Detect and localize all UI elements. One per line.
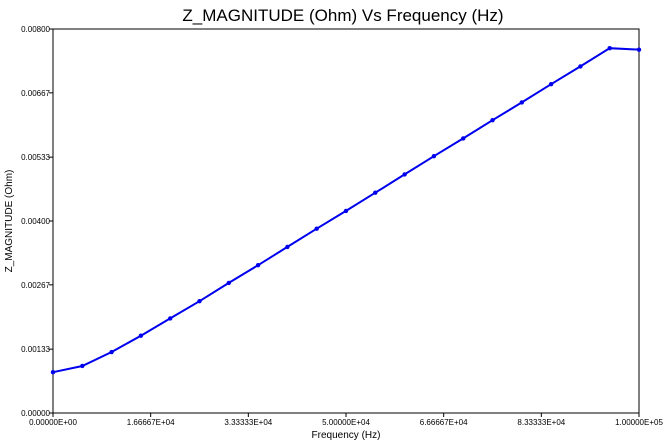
data-point — [50, 370, 56, 375]
plot-area — [52, 28, 640, 414]
x-tick-label: 1.00000E+05 — [615, 418, 663, 427]
y-tick-label: 0.00800 — [21, 25, 50, 34]
x-tick-label: 6.66667E+04 — [420, 418, 468, 427]
x-tick-label: 8.33333E+04 — [517, 418, 565, 427]
x-axis: 0.00000E+00 1.66667E+04 3.33333E+04 5.00000… — [29, 413, 663, 427]
y-tick-label: 0.00533 — [21, 153, 50, 162]
data-point — [314, 226, 319, 231]
data-point — [373, 190, 378, 195]
data-point — [197, 298, 202, 304]
y-axis-label: Z_MAGNITUDE (Ohm) — [4, 170, 15, 273]
data-point — [343, 208, 349, 214]
y-tick-label: 0.00000 — [21, 409, 50, 418]
x-tick-label: 5.00000E+04 — [322, 418, 370, 427]
data-point — [548, 82, 554, 87]
series-layer — [50, 46, 642, 375]
data-point — [168, 316, 173, 321]
data-point — [490, 118, 495, 123]
data-point — [636, 47, 642, 52]
x-tick-label: 1.66667E+04 — [127, 418, 175, 427]
x-axis-label: Frequency (Hz) — [312, 430, 381, 441]
data-point — [519, 100, 524, 105]
data-point — [461, 136, 466, 141]
x-tick-label: 3.33333E+04 — [224, 418, 272, 427]
data-point — [109, 349, 114, 355]
data-point — [80, 363, 85, 369]
data-point — [226, 280, 231, 286]
y-tick-label: 0.00133 — [21, 345, 50, 354]
data-point — [285, 244, 290, 250]
y-tick-label: 0.00667 — [21, 89, 50, 98]
data-point — [607, 46, 612, 51]
data-point — [138, 333, 144, 338]
chart-title: Z_MAGNITUDE (Ohm) Vs Frequency (Hz) — [182, 6, 503, 25]
x-tick-label: 0.00000E+00 — [29, 418, 77, 427]
data-point — [402, 172, 407, 177]
y-tick-label: 0.00400 — [21, 217, 50, 226]
y-tick-label: 0.00267 — [21, 281, 50, 290]
data-point — [255, 262, 261, 268]
data-point — [578, 64, 583, 69]
data-point — [431, 154, 437, 159]
y-axis: 0.00000 0.00133 0.00267 0.00400 0.00533 0.006… — [21, 25, 53, 418]
